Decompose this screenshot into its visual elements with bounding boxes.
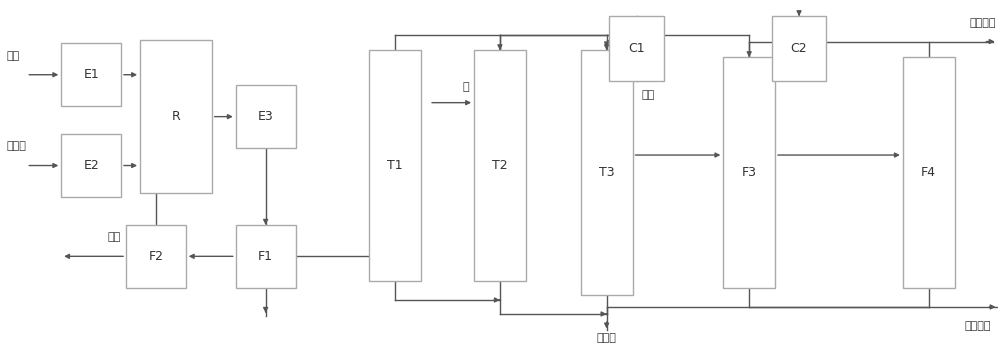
Bar xyxy=(140,40,212,194)
Text: C1: C1 xyxy=(628,42,645,55)
Bar xyxy=(126,225,186,288)
Bar xyxy=(609,16,664,81)
Text: 惰性气体: 惰性气体 xyxy=(970,18,996,27)
Text: 水: 水 xyxy=(462,82,469,92)
Text: 氯化氢: 氯化氢 xyxy=(6,141,26,151)
Bar xyxy=(903,57,955,288)
Text: F4: F4 xyxy=(921,166,936,179)
Bar xyxy=(772,16,826,81)
Bar xyxy=(369,50,421,281)
Text: 盐酸: 盐酸 xyxy=(108,232,121,242)
Text: E1: E1 xyxy=(83,68,99,81)
Bar xyxy=(474,50,526,281)
Bar xyxy=(61,134,121,197)
Text: F2: F2 xyxy=(148,250,163,263)
Bar xyxy=(581,50,633,295)
Text: 废硫酸: 废硫酸 xyxy=(597,333,617,343)
Text: 一氯甲烷: 一氯甲烷 xyxy=(965,321,991,331)
Bar xyxy=(236,85,296,148)
Text: E3: E3 xyxy=(258,110,273,123)
Text: F3: F3 xyxy=(742,166,757,179)
Text: E2: E2 xyxy=(83,159,99,172)
Text: 甲醇: 甲醇 xyxy=(6,51,20,61)
Bar xyxy=(723,57,775,288)
Text: C2: C2 xyxy=(791,42,807,55)
Text: 硫酸: 硫酸 xyxy=(642,89,655,100)
Text: T1: T1 xyxy=(387,159,403,172)
Text: T3: T3 xyxy=(599,166,614,179)
Text: R: R xyxy=(172,110,180,123)
Text: T2: T2 xyxy=(492,159,508,172)
Bar xyxy=(236,225,296,288)
Bar xyxy=(61,43,121,106)
Text: F1: F1 xyxy=(258,250,273,263)
